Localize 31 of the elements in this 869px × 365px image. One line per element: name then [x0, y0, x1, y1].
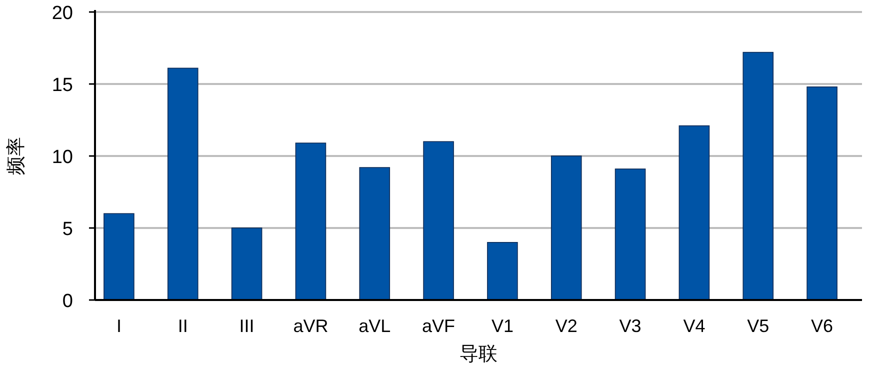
x-tick-label: aVF [422, 316, 456, 336]
y-tick-label: 20 [52, 3, 73, 24]
x-tick-label: aVR [293, 316, 328, 336]
bar [806, 86, 838, 300]
y-tick-label: 5 [62, 219, 73, 240]
bar [167, 68, 198, 300]
bar [487, 242, 518, 300]
x-axis-title: 导联 [460, 344, 498, 365]
bar [104, 213, 134, 300]
x-tick-label: V3 [619, 316, 642, 336]
x-tick-label: III [239, 316, 254, 336]
bar [423, 141, 454, 300]
x-tick-label: II [178, 316, 188, 336]
x-tick-label: V6 [811, 316, 834, 336]
y-axis-title: 频率 [5, 137, 27, 175]
y-tick-label: 15 [52, 75, 73, 96]
y-tick-label: 0 [62, 291, 73, 312]
x-tick-label: I [116, 316, 122, 336]
x-tick-label: V5 [747, 316, 770, 336]
bar [742, 52, 774, 300]
bar [231, 228, 262, 300]
x-tick-label: V1 [491, 316, 514, 336]
x-tick-label: V4 [683, 316, 706, 336]
y-tick-label: 10 [52, 147, 73, 168]
bar [295, 142, 326, 300]
x-tick-label: V2 [555, 316, 578, 336]
bar [678, 125, 710, 300]
x-tick-label: aVL [358, 316, 391, 336]
bar [614, 168, 646, 300]
bar [550, 156, 582, 300]
bar [359, 167, 390, 300]
